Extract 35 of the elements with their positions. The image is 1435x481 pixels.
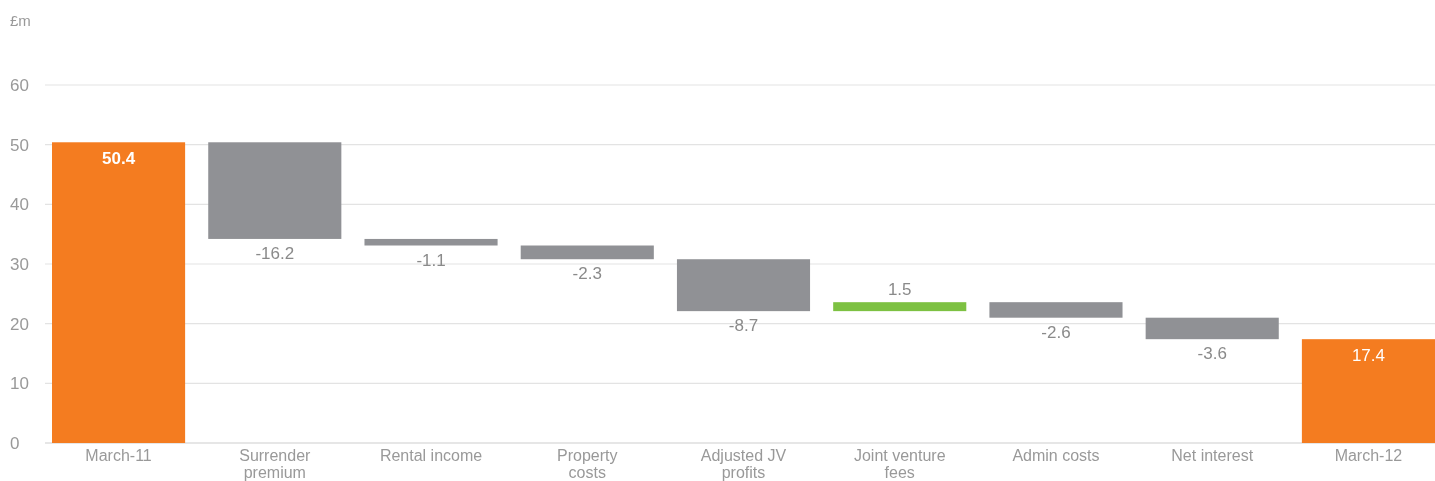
bar xyxy=(1301,339,1435,443)
bar xyxy=(520,245,654,260)
y-tick-label: 60 xyxy=(10,75,29,95)
x-tick-label: Net interest xyxy=(1171,447,1254,464)
y-tick-label: 40 xyxy=(10,195,29,215)
bar xyxy=(1145,317,1279,340)
y-tick-label: 0 xyxy=(10,433,20,453)
data-label: 17.4 xyxy=(1351,346,1385,366)
y-axis-title: £m xyxy=(10,12,31,29)
x-tick-label: Property costs xyxy=(557,447,618,481)
bar xyxy=(208,142,342,239)
x-tick-label: Joint venture fees xyxy=(853,447,946,481)
data-label: -2.3 xyxy=(572,264,602,284)
y-tick-label: 50 xyxy=(10,135,29,155)
data-label: -1.1 xyxy=(416,250,446,270)
bar xyxy=(833,302,967,312)
bar xyxy=(676,259,811,312)
data-label: -8.7 xyxy=(728,316,759,336)
data-label: 50.4 xyxy=(102,149,136,169)
x-tick-label: Admin costs xyxy=(1012,447,1100,464)
data-label: 1.5 xyxy=(887,280,912,300)
y-tick-label: 20 xyxy=(10,314,29,334)
y-tick-label: 30 xyxy=(10,254,29,274)
bar xyxy=(52,142,186,443)
bar xyxy=(364,238,498,246)
x-tick-label: Surrender premium xyxy=(239,447,312,481)
x-tick-label: Rental income xyxy=(379,447,483,464)
data-label: -3.6 xyxy=(1197,344,1227,364)
data-label: -16.2 xyxy=(255,243,295,263)
data-label: -2.6 xyxy=(1041,322,1071,342)
x-tick-label: Adjusted JV profits xyxy=(700,447,787,481)
y-tick-label: 10 xyxy=(10,374,29,394)
bar xyxy=(989,302,1123,318)
x-tick-label: March-11 xyxy=(85,447,152,464)
x-tick-label: March-12 xyxy=(1334,447,1403,464)
